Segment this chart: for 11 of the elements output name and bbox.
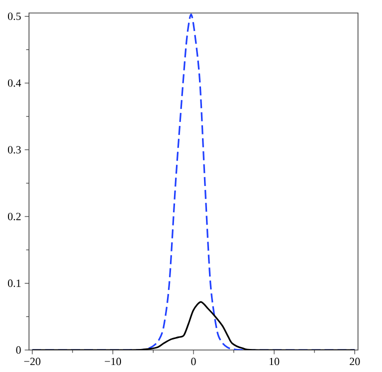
y-tick-label: 0.5 <box>8 12 21 20</box>
y-tick-label: 0.4 <box>8 79 22 87</box>
y-tick-label: 0.1 <box>8 280 21 287</box>
x-tick-label: −10 <box>104 358 122 366</box>
y-tick-label: 0.3 <box>8 146 21 154</box>
x-tick-label: 0 <box>191 358 196 366</box>
x-tick-label: 20 <box>350 358 360 366</box>
y-tick-label: 0 <box>16 346 21 354</box>
y-tick-label: 0.2 <box>8 212 21 220</box>
x-tick-label: 10 <box>270 358 280 366</box>
x-tick-label: −20 <box>24 358 40 366</box>
